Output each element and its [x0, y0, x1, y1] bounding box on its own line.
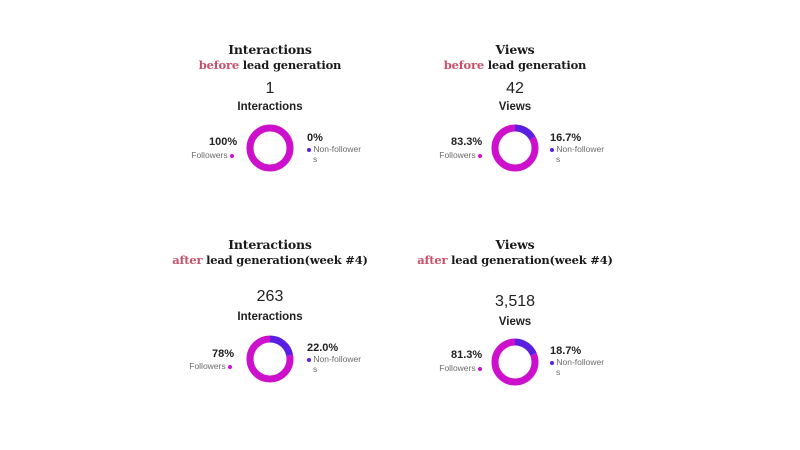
nonfollowers-legend-label-cont: s: [313, 364, 318, 374]
total-value: 42: [506, 80, 524, 97]
nonfollowers-legend-label: Non-follower: [556, 357, 605, 367]
followers-legend: Followers: [191, 150, 234, 160]
panel-title: Interactions: [228, 237, 312, 252]
followers-percent: 83.3%: [451, 136, 483, 148]
donut-chart: [246, 335, 294, 383]
total-value: 3,518: [494, 293, 536, 310]
subtitle-rest: lead generation(week #4): [447, 253, 613, 267]
nonfollowers-percent: 16.7%: [550, 132, 582, 144]
subtitle-rest: lead generation(week #4): [202, 253, 368, 267]
followers-dot: [228, 364, 232, 369]
nonfollowers-dot: [550, 147, 554, 152]
followers-slice: [246, 124, 294, 172]
subtitle-accent: after: [172, 253, 203, 267]
followers-legend-label: Followers: [189, 361, 226, 371]
panel-subtitle: after lead generation(week #4): [385, 253, 645, 267]
panel-title: Interactions: [228, 42, 312, 57]
total-value: 263: [256, 288, 284, 305]
subtitle-accent: before: [443, 58, 484, 72]
nonfollowers-dot: [307, 147, 311, 152]
followers-dot: [478, 153, 482, 158]
followers-legend: Followers: [189, 361, 232, 371]
followers-legend-label: Followers: [439, 150, 476, 160]
nonfollowers-percent: 18.7%: [550, 345, 582, 357]
panel-views-before: Views before lead generation 42 Views 83…: [405, 40, 625, 215]
nonfollowers-legend: Non-follower s: [307, 354, 361, 374]
donut-chart: [491, 124, 539, 172]
donut-chart: [491, 338, 539, 386]
nonfollowers-dot: [550, 360, 554, 365]
nonfollowers-percent: 22.0%: [307, 342, 339, 354]
followers-percent: 78%: [212, 348, 235, 360]
followers-slice: [246, 335, 294, 383]
followers-dot: [478, 366, 482, 371]
subtitle-accent: before: [198, 58, 239, 72]
nonfollowers-legend-label: Non-follower: [313, 144, 362, 154]
nonfollowers-legend: Non-follower s: [550, 144, 604, 164]
followers-legend: Followers: [439, 363, 482, 373]
followers-percent: 81.3%: [451, 349, 483, 361]
followers-legend: Followers: [439, 150, 482, 160]
nonfollowers-legend-label-cont: s: [556, 367, 561, 377]
nonfollowers-legend-label: Non-follower: [313, 354, 362, 364]
nonfollowers-legend-label-cont: s: [556, 154, 561, 164]
nonfollowers-dot: [307, 357, 311, 362]
panel-subtitle: before lead generation: [140, 58, 400, 72]
nonfollowers-legend-label: Non-follower: [556, 144, 605, 154]
total-value: 1: [265, 80, 275, 97]
donut-chart: [246, 124, 294, 172]
followers-legend-label: Followers: [191, 150, 228, 160]
panel-views-after: Views after lead generation(week #4) 3,5…: [405, 235, 625, 410]
metric-label: Views: [498, 101, 532, 113]
metric-label: Interactions: [237, 101, 303, 113]
panel-title: Views: [495, 237, 535, 252]
metric-label: Interactions: [237, 311, 303, 323]
panel-interactions-before: Interactions before lead generation 1 In…: [160, 40, 380, 215]
panel-title: Views: [495, 42, 535, 57]
nonfollowers-legend-label-cont: s: [313, 154, 318, 164]
nonfollowers-legend: Non-follower s: [307, 144, 361, 164]
followers-slice: [491, 338, 539, 386]
subtitle-rest: lead generation: [483, 58, 587, 72]
nonfollowers-legend: Non-follower s: [550, 357, 604, 377]
nonfollowers-percent: 0%: [307, 132, 323, 144]
followers-slice: [491, 124, 539, 172]
followers-legend-label: Followers: [439, 363, 476, 373]
panel-interactions-after: Interactions after lead generation(week …: [160, 235, 380, 410]
panel-subtitle: after lead generation(week #4): [140, 253, 400, 267]
followers-dot: [230, 153, 234, 158]
subtitle-accent: after: [417, 253, 448, 267]
metric-label: Views: [498, 316, 532, 328]
subtitle-rest: lead generation: [238, 58, 342, 72]
panel-subtitle: before lead generation: [385, 58, 645, 72]
followers-percent: 100%: [209, 136, 238, 148]
